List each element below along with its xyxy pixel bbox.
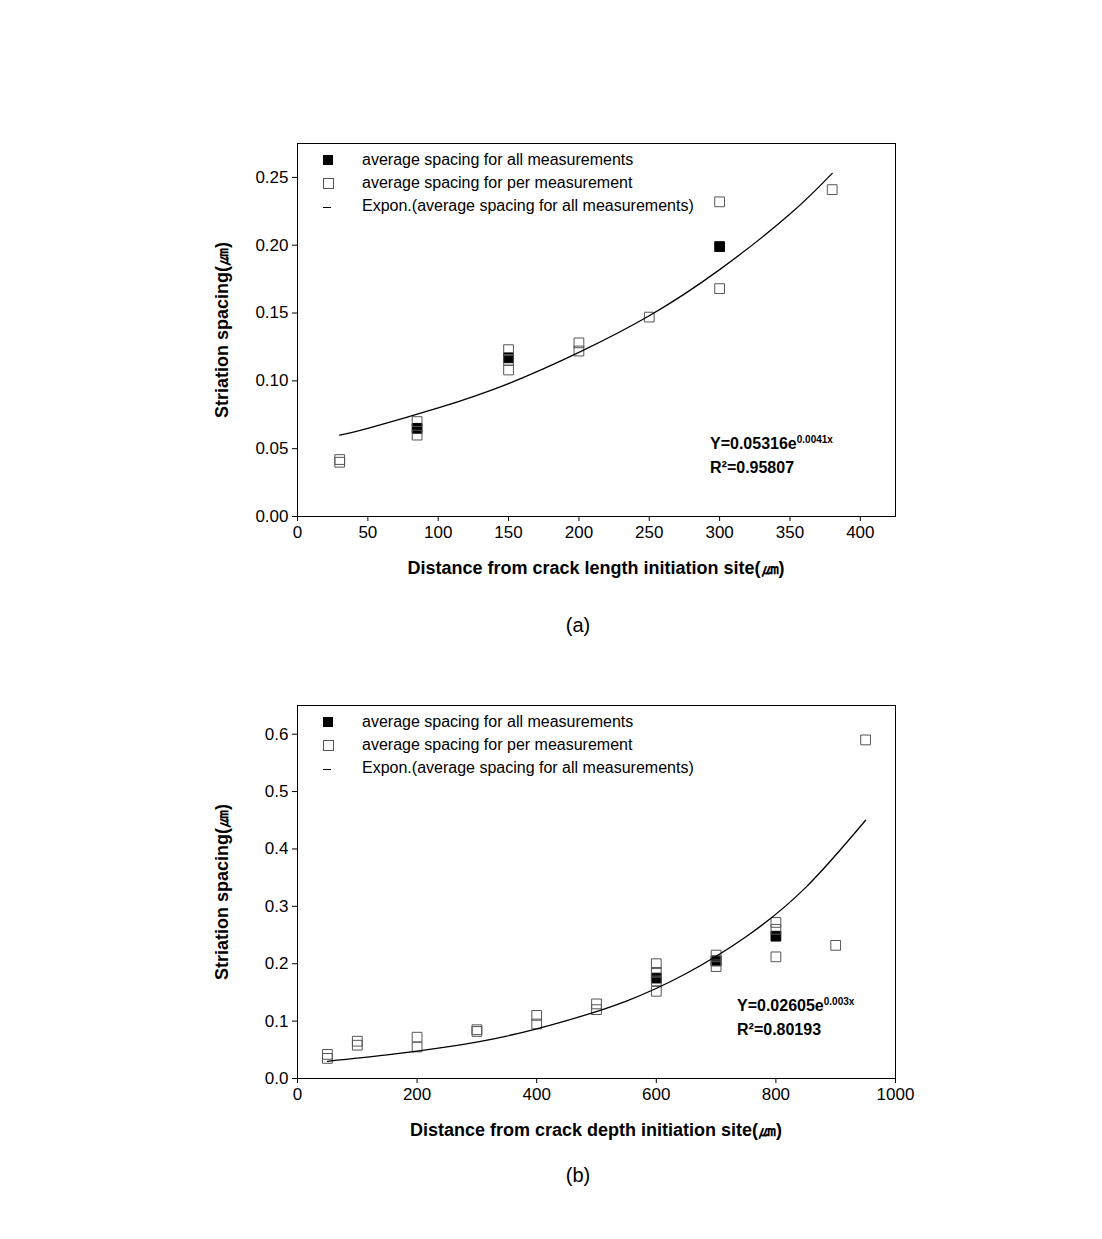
svg-text:0.05: 0.05 <box>255 439 288 458</box>
html-text:Striation spacing(㎛): Striation spacing(㎛) <box>212 803 232 980</box>
svg-text:100: 100 <box>424 523 452 542</box>
html-text:average spacing for per measur: average spacing for per measurement <box>362 736 633 753</box>
html-text:Distance from crack length ini: Distance from crack length initiation si… <box>407 558 785 578</box>
svg-text:300: 300 <box>705 523 733 542</box>
svg-text:200: 200 <box>403 1085 431 1104</box>
svg-text:0.3: 0.3 <box>265 897 289 916</box>
svg-text:50: 50 <box>358 523 377 542</box>
svg-text:600: 600 <box>642 1085 670 1104</box>
svg-text:0.20: 0.20 <box>255 236 288 255</box>
html-text:Distance from crack depth init: Distance from crack depth initiation sit… <box>410 1120 782 1140</box>
svg-text:400: 400 <box>523 1085 551 1104</box>
html-text:average spacing for all measur: average spacing for all measurements <box>362 713 634 730</box>
svg-text:0.15: 0.15 <box>255 303 288 322</box>
svg-text:0.1: 0.1 <box>265 1012 289 1031</box>
svg-text:350: 350 <box>776 523 804 542</box>
svg-text:150: 150 <box>494 523 522 542</box>
html-text:R²=0.80193: R²=0.80193 <box>737 1021 822 1038</box>
html-text:(b): (b) <box>565 1164 591 1186</box>
svg-text:0.4: 0.4 <box>265 839 289 858</box>
svg-text:0.10: 0.10 <box>255 371 288 390</box>
svg-text:0: 0 <box>293 1085 302 1104</box>
svg-text:0.00: 0.00 <box>255 507 288 526</box>
svg-text:0: 0 <box>293 523 302 542</box>
html-text:(a): (a) <box>565 614 591 636</box>
svg-text:250: 250 <box>635 523 663 542</box>
html-text:Expon.(average spacing for all: Expon.(average spacing for all measureme… <box>362 759 694 776</box>
svg-text:400: 400 <box>846 523 874 542</box>
html-text:Y=0.05316e0.0041x: Y=0.05316e0.0041x <box>710 434 833 453</box>
svg-text:0.25: 0.25 <box>255 168 288 187</box>
svg-text:0.6: 0.6 <box>265 725 289 744</box>
svg-text:200: 200 <box>565 523 593 542</box>
svg-text:0.2: 0.2 <box>265 954 289 973</box>
svg-text:0.0: 0.0 <box>265 1069 289 1088</box>
html-text:Expon.(average spacing for all: Expon.(average spacing for all measureme… <box>362 197 694 214</box>
html-text:average spacing for all measur: average spacing for all measurements <box>362 151 634 168</box>
svg-text:1000: 1000 <box>877 1085 915 1104</box>
html-text:Striation spacing(㎛): Striation spacing(㎛) <box>212 241 232 418</box>
html-text:Y=0.02605e0.003x: Y=0.02605e0.003x <box>737 996 855 1015</box>
svg-text:0.5: 0.5 <box>265 782 289 801</box>
svg-text:800: 800 <box>762 1085 790 1104</box>
html-text:R²=0.95807: R²=0.95807 <box>710 459 795 476</box>
html-text:average spacing for per measur: average spacing for per measurement <box>362 174 633 191</box>
